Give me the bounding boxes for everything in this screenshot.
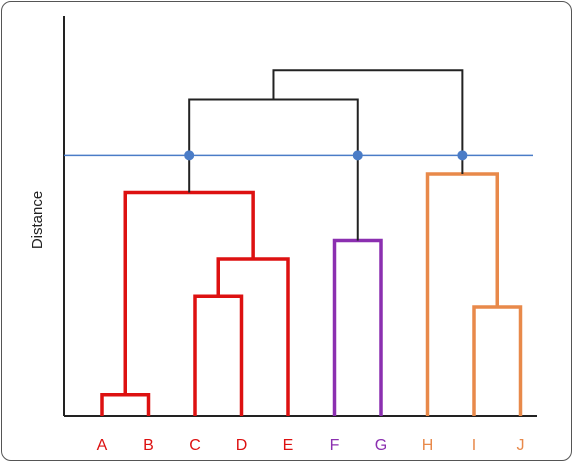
leaf-label-g: G	[375, 437, 387, 454]
cluster-marker-hij	[457, 150, 468, 161]
dendrogram-links	[100, 69, 523, 416]
cluster-marker-abcde	[184, 150, 195, 161]
leaf-label-i: I	[472, 437, 476, 454]
link-C-D	[193, 294, 244, 416]
leaf-label-a: A	[97, 437, 108, 454]
link-AB-CDE	[123, 190, 255, 395]
link-CD-E	[216, 257, 290, 416]
cluster-markers	[184, 150, 468, 161]
link-ABCDEFG-HIJ	[272, 69, 464, 174]
leaf-label-e: E	[283, 437, 294, 454]
leaf-label-d: D	[236, 437, 248, 454]
cluster-marker-fg	[352, 150, 363, 161]
axes	[63, 16, 537, 417]
leaf-label-j: J	[517, 437, 525, 454]
y-axis-label: Distance	[29, 191, 46, 249]
link-A-B	[100, 392, 151, 416]
leaf-label-c: C	[189, 437, 201, 454]
leaf-label-f: F	[330, 437, 340, 454]
link-I-J	[472, 305, 523, 416]
leaf-label-b: B	[143, 437, 154, 454]
leaf-labels: A B C D E F G H I J	[97, 437, 525, 454]
leaf-label-h: H	[422, 437, 434, 454]
link-ABCDE-FG	[188, 98, 359, 241]
link-H-IJ	[425, 172, 499, 416]
link-F-G	[332, 238, 383, 416]
